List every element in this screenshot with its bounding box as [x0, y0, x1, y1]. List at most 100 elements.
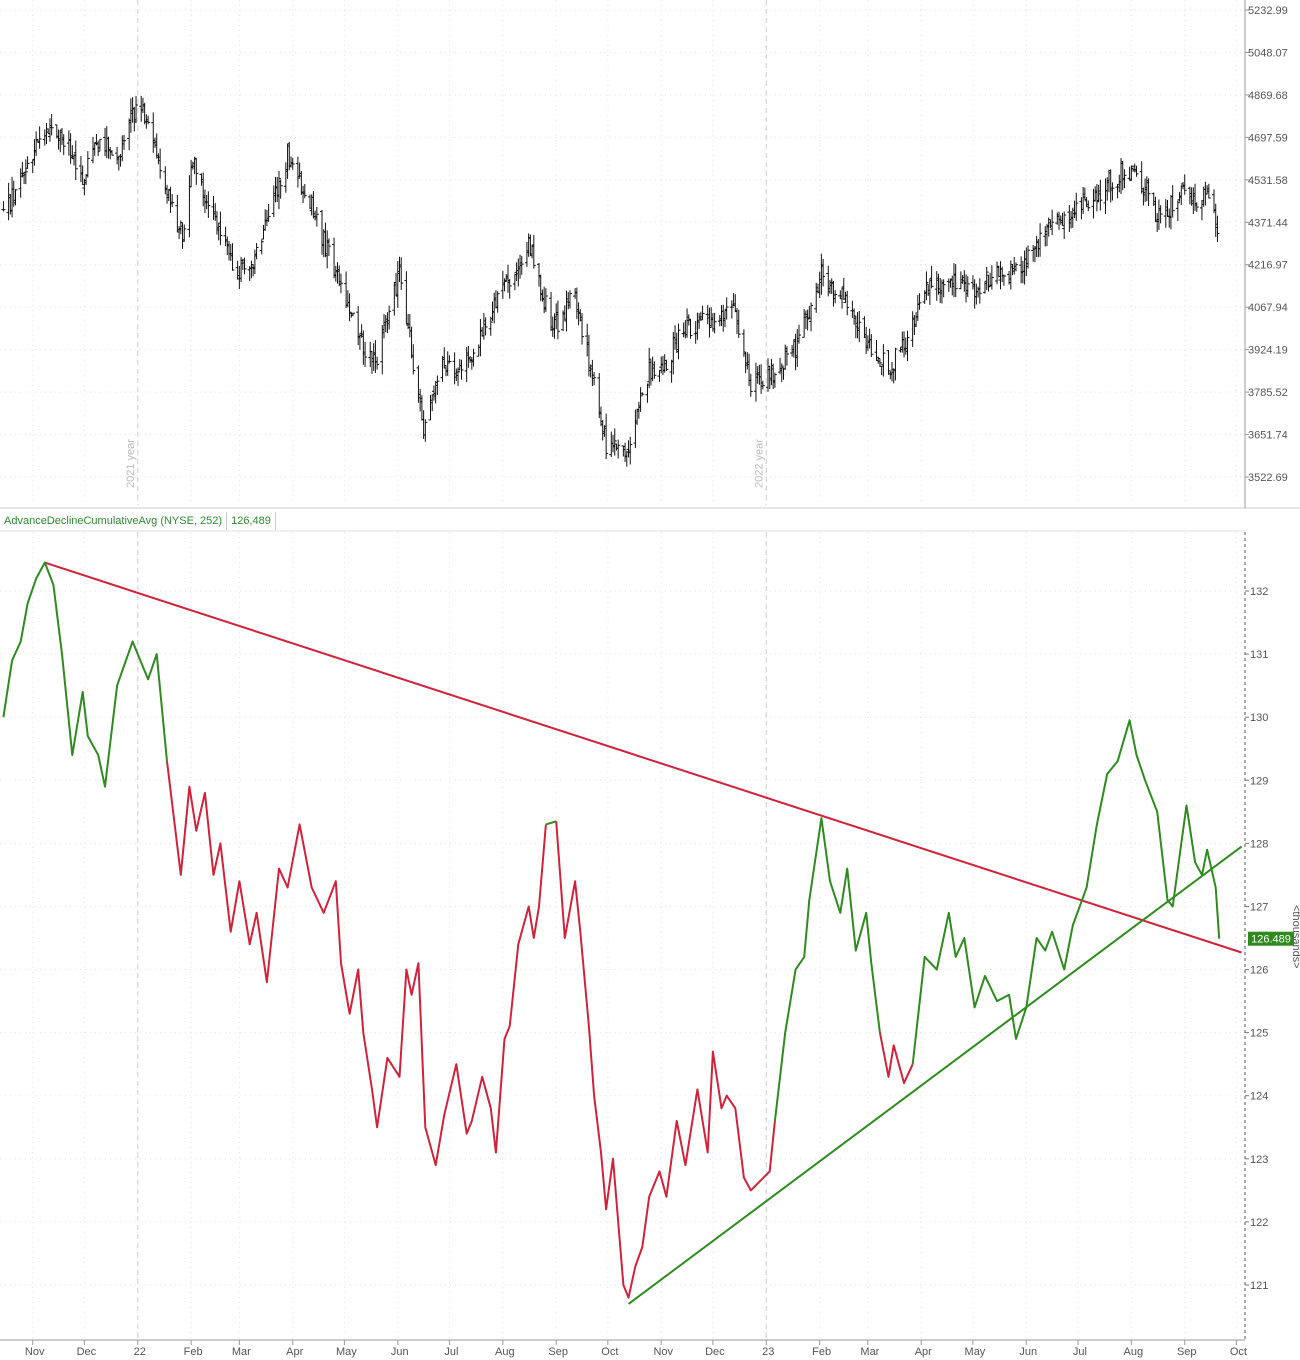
price-bar: [178, 220, 183, 235]
x-tick-label: 23: [762, 1346, 774, 1358]
price-bar: [254, 243, 259, 260]
price-bar: [1001, 274, 1006, 286]
price-bar: [1038, 223, 1043, 257]
price-bar: [242, 257, 247, 275]
price-bar: [567, 290, 572, 309]
price-bar: [698, 311, 703, 321]
x-tick-label: May: [965, 1346, 986, 1358]
price-bar: [170, 194, 175, 208]
price-bar: [809, 302, 814, 332]
breadth-y-tick-label: 122: [1250, 1217, 1268, 1229]
x-tick-label: 22: [134, 1346, 146, 1358]
price-bar: [259, 239, 264, 255]
price-bar: [784, 346, 789, 366]
price-bar: [805, 309, 810, 331]
price-bar: [158, 148, 163, 179]
price-bar: [363, 341, 368, 367]
price-bar: [1175, 200, 1180, 221]
price-bar: [779, 363, 784, 383]
breadth-line-segment: [878, 1032, 914, 1085]
price-bar: [85, 151, 90, 178]
price-bar: [230, 243, 235, 271]
price-bar: [49, 114, 54, 136]
price-bar: [821, 258, 826, 287]
x-tick-label: Apr: [915, 1346, 932, 1358]
price-bar: [833, 290, 838, 304]
price-bar: [647, 347, 652, 389]
price-bar: [326, 238, 331, 257]
price-bar: [700, 305, 705, 320]
price-bar: [893, 347, 898, 381]
breadth-y-tick-label: 126: [1250, 965, 1268, 977]
x-tick-label: Sep: [548, 1346, 568, 1358]
price-bar: [61, 134, 66, 156]
price-bar: [295, 156, 300, 188]
price-bar: [664, 359, 669, 371]
breadth-y-tick-label: 124: [1250, 1091, 1268, 1103]
price-y-tick-label: 5232.99: [1248, 5, 1288, 17]
price-bar: [676, 323, 681, 360]
price-y-tick-label: 4531.58: [1248, 175, 1288, 187]
price-bar: [616, 439, 621, 459]
price-bar: [876, 356, 881, 364]
price-bar: [941, 279, 946, 298]
x-tick-label: Apr: [286, 1346, 303, 1358]
price-bar: [1062, 211, 1067, 239]
price-bar: [688, 319, 693, 339]
x-tick-label: Oct: [1230, 1346, 1247, 1358]
indicator-name: AdvanceDeclineCumulativeAvg (NYSE, 252): [0, 512, 228, 530]
price-y-tick-label: 4697.59: [1248, 132, 1288, 144]
price-bar: [1098, 179, 1103, 211]
price-bar: [628, 436, 633, 465]
price-bar: [640, 392, 645, 396]
price-bar: [73, 140, 78, 181]
price-y-tick-label: 4216.97: [1248, 260, 1288, 272]
breadth-y-tick-label: 131: [1250, 649, 1268, 661]
price-bar: [760, 380, 765, 390]
breadth-line-segment: [166, 761, 547, 1167]
price-bar: [182, 224, 187, 242]
price-bar: [1170, 185, 1175, 218]
year-marker-label: 2022 year: [753, 439, 765, 488]
price-bar: [984, 266, 989, 290]
price-bar: [924, 271, 929, 301]
price-bar: [1013, 262, 1018, 272]
price-bar: [1046, 217, 1051, 237]
price-bar: [1194, 202, 1199, 212]
price-bar: [1122, 169, 1127, 189]
price-bar: [423, 419, 428, 442]
price-bar: [302, 183, 307, 199]
x-tick-label: Feb: [184, 1346, 203, 1358]
trendline-down[interactable]: [44, 561, 1242, 954]
breadth-y-tick-label: 127: [1250, 901, 1268, 913]
price-bar: [399, 257, 404, 291]
price-y-tick-label: 5048.07: [1248, 47, 1288, 59]
price-bar: [495, 291, 500, 313]
breadth-y-tick-label: 132: [1250, 586, 1268, 598]
price-bar: [729, 300, 734, 319]
price-bar: [1182, 174, 1187, 195]
price-bar: [977, 278, 982, 304]
price-bar: [347, 293, 352, 322]
price-bar: [1134, 165, 1139, 177]
indicator-legend[interactable]: AdvanceDeclineCumulativeAvg (NYSE, 252) …: [0, 512, 276, 530]
breadth-trendlines: [44, 561, 1243, 1305]
x-tick-label: Nov: [25, 1346, 45, 1358]
price-bar: [1215, 215, 1220, 243]
price-bar: [881, 344, 886, 377]
price-bar: [266, 203, 271, 222]
breadth-line-segment: [555, 821, 776, 1299]
price-y-tick-label: 3651.74: [1248, 430, 1288, 442]
trendline-up[interactable]: [627, 845, 1243, 1305]
price-bar: [445, 351, 450, 376]
price-bar: [857, 310, 862, 343]
price-bar: [519, 255, 524, 275]
price-bar: [134, 95, 139, 124]
x-tick-label: Dec: [77, 1346, 97, 1358]
last-value-badge: 126.489: [1248, 931, 1294, 946]
x-tick-label: Feb: [812, 1346, 831, 1358]
price-bar: [929, 265, 934, 289]
price-bar: [1110, 182, 1115, 201]
x-tick-label: Mar: [860, 1346, 879, 1358]
